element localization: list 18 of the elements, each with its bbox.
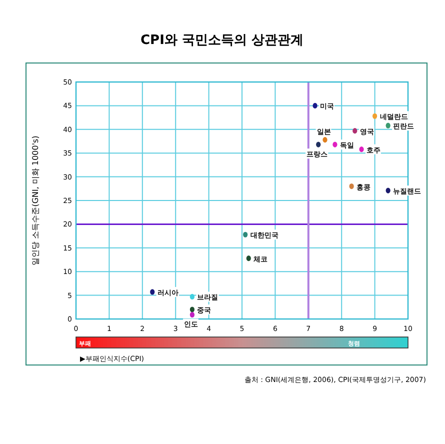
point: [359, 146, 364, 152]
point: [190, 306, 194, 312]
point: [246, 256, 251, 262]
point: [349, 183, 354, 190]
point: [386, 122, 390, 128]
point: [372, 113, 378, 119]
point: [332, 142, 338, 148]
point: [312, 102, 318, 108]
chart-title: CPI와 국민소득의 상관관계: [140, 33, 304, 48]
point: [352, 128, 358, 134]
point: [190, 312, 194, 318]
point: [322, 137, 328, 143]
point: [190, 294, 194, 300]
y-axis-title: 일인당 소득수준(GNI, 미화 1000's): [31, 136, 40, 266]
point: [316, 142, 321, 148]
point: [150, 289, 155, 295]
point: [243, 232, 248, 238]
point: [386, 188, 390, 194]
